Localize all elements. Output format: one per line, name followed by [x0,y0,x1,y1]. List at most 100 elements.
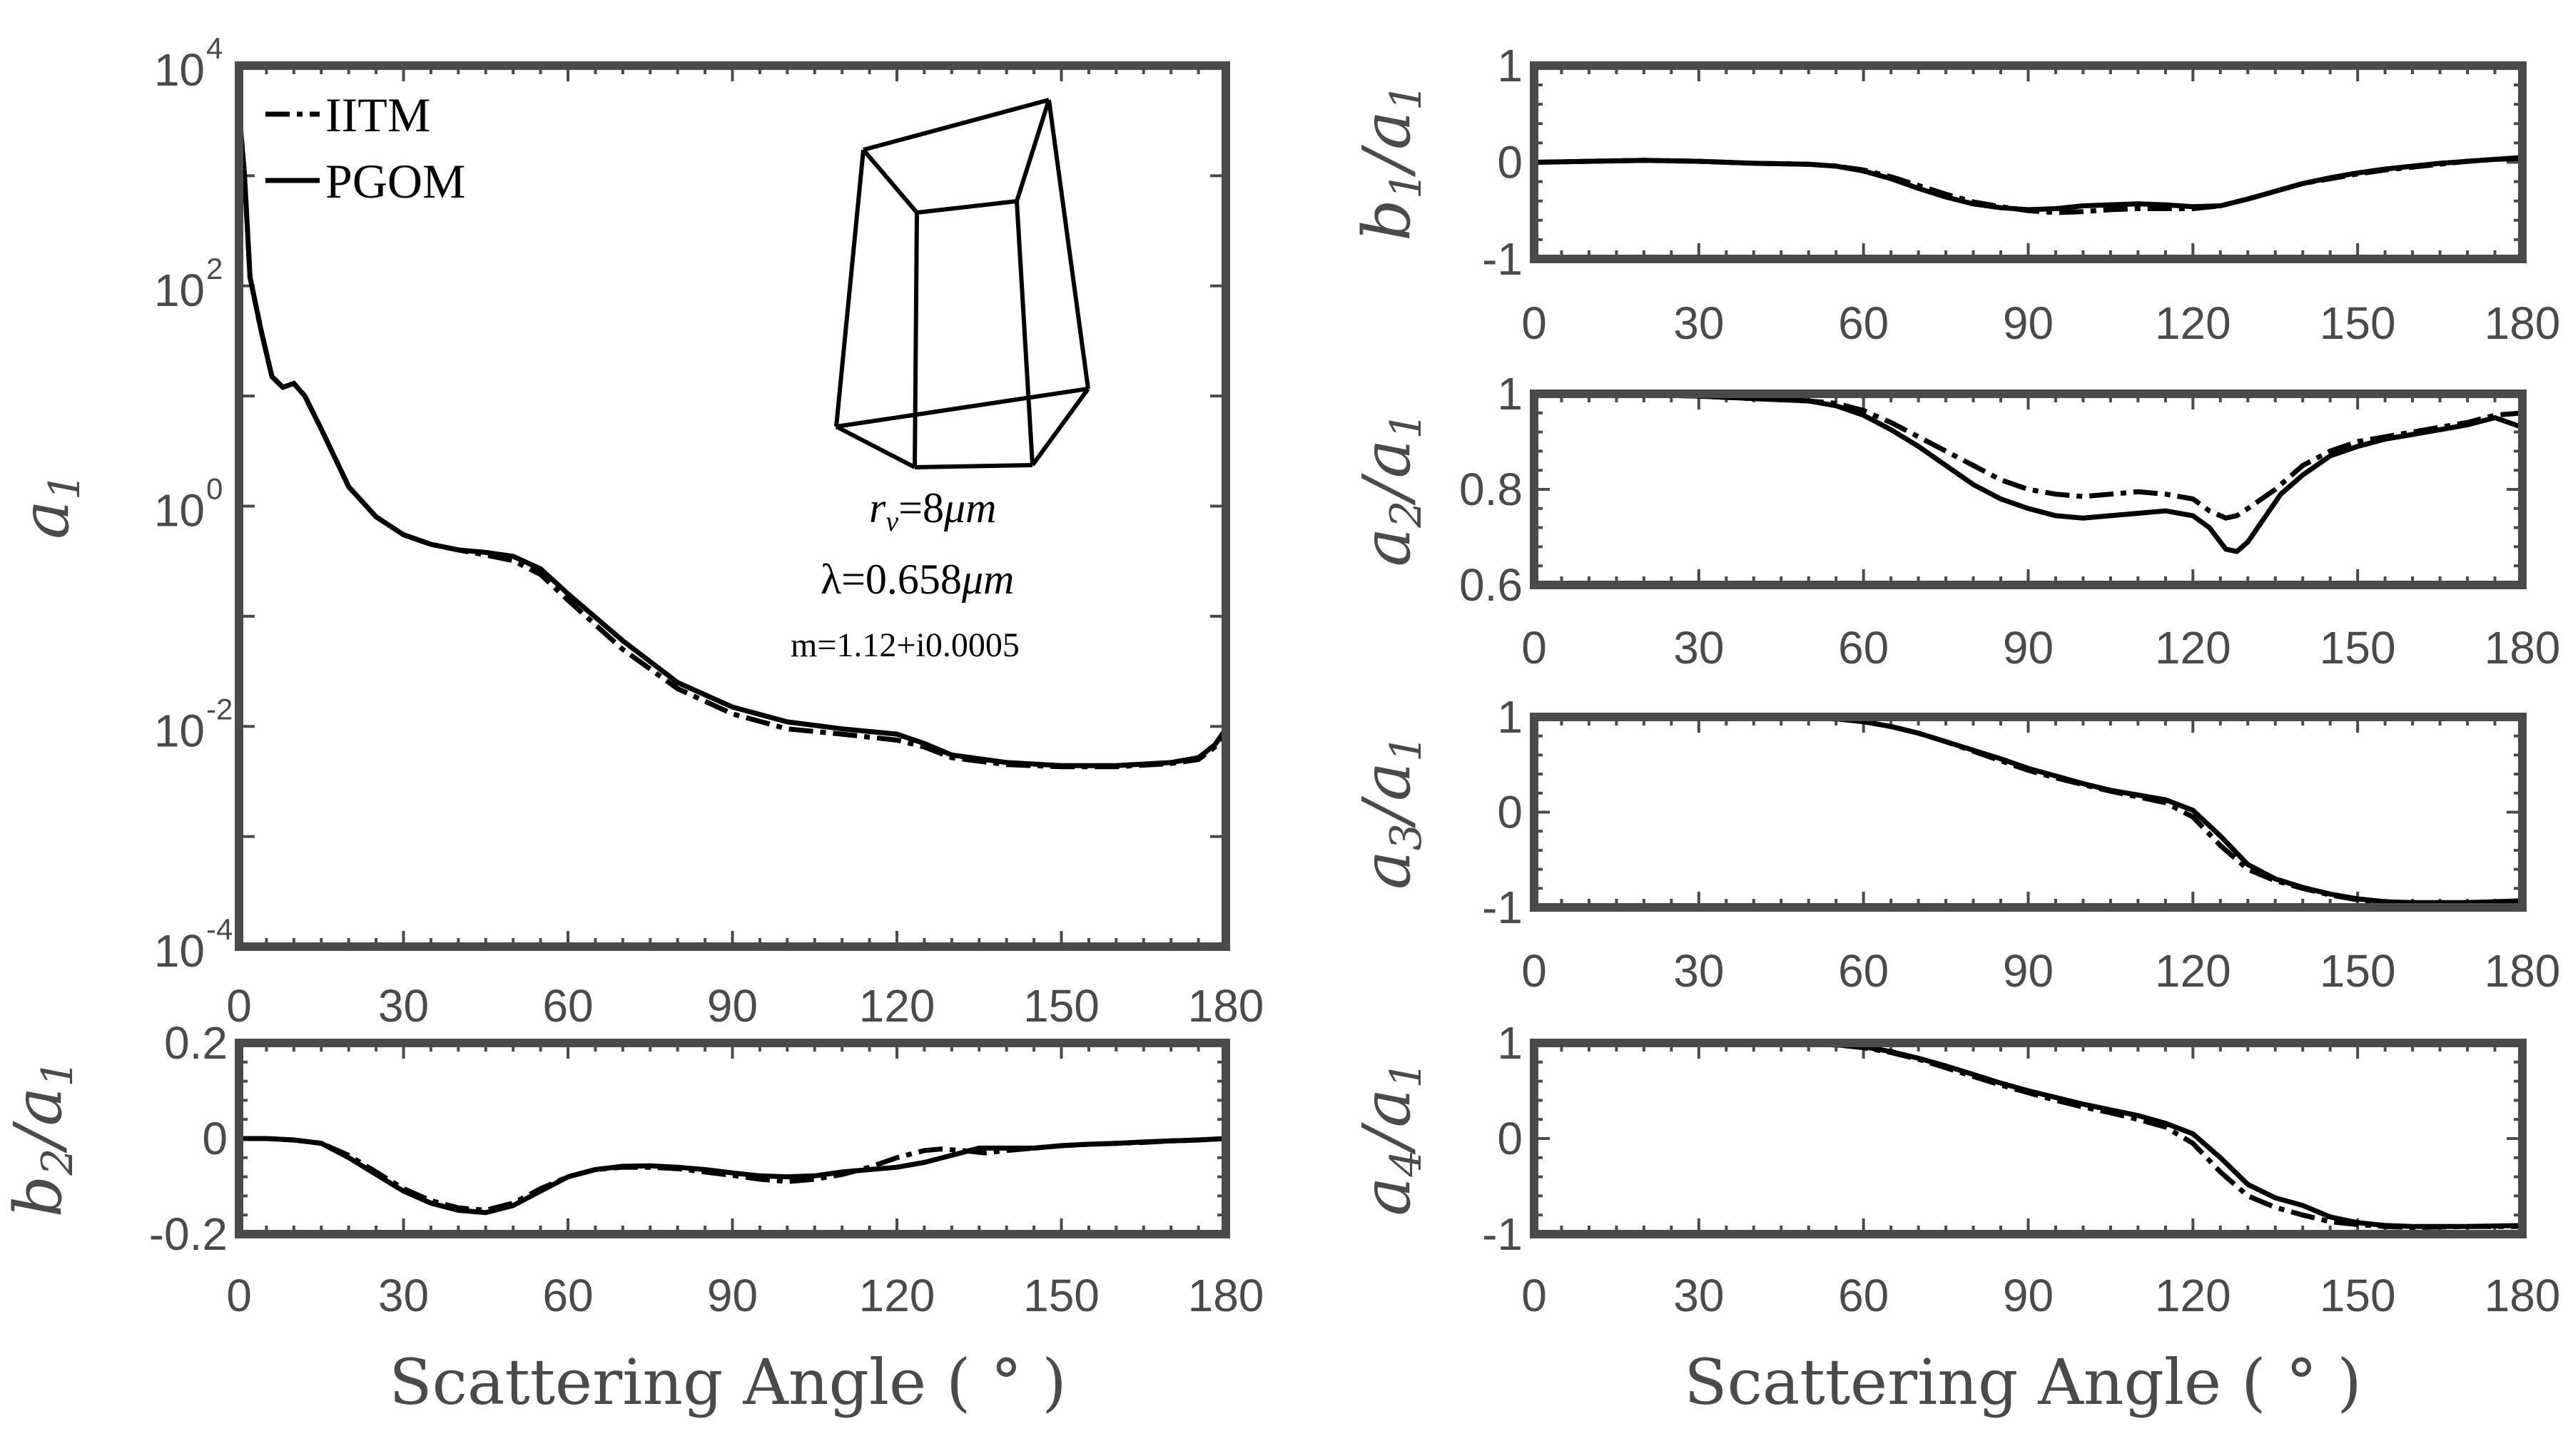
y-axis-label: a4/a1 [1349,1061,1431,1216]
x-tick-label: 90 [2003,1270,2054,1321]
x-tick-label: 30 [378,1270,429,1321]
x-tick-label: 60 [542,1270,593,1321]
series-line-iitm [1534,714,2523,907]
crystal-edge [835,424,916,469]
y-tick-label: 0.8 [1459,464,1523,515]
annotation-radius-symbol: r [869,484,886,531]
y-tick-label: 10 [154,925,205,977]
crystal-edge [916,199,1017,215]
crystal-edge [861,148,919,214]
x-tick-label: 90 [707,1270,758,1321]
crystal-edge [913,212,919,468]
y-axis-label-main: b [0,1176,76,1218]
plot-frame [1530,1039,2527,1238]
legend: IITM PGOM [265,88,466,208]
y-tick-label: 10 [154,485,205,536]
annotation-radius-subscript: v [885,505,898,537]
annotation-refractive-index: m=1.12+i0.0005 [791,626,1020,664]
y-axis-label: a2/a1 [1349,412,1431,566]
x-tick-label: 120 [2155,622,2231,673]
crystal-edge [914,463,1033,469]
x-tick-label: 0 [1521,945,1547,997]
annotation-wavelength-value: λ=0.658 [821,556,962,603]
y-axis-label-subscript: 3 [1381,823,1431,850]
plot-frame [1530,390,2527,589]
y-axis-label-main: a [1349,850,1425,890]
panel-b2: 0 30 60 90 120 150 180 0.2 0 -0.2 b2/a1 [0,1017,1264,1321]
y-tick-label: 0 [1497,137,1523,188]
x-tick-label: 120 [859,1270,935,1321]
y-axis-label: a1 [7,473,90,539]
x-axis-title-left: Scattering Angle ( ° ) [389,1345,1066,1419]
x-tick-label: 0 [1521,622,1547,673]
x-tick-label: 180 [1188,1270,1264,1321]
y-axis-label-subscript: 2 [1381,501,1431,529]
y-axis-label-subscript: 1 [1381,172,1431,199]
y-axis-label-main: a [1349,528,1425,567]
y-axis-label-slash: /a [1349,439,1425,506]
y-axis-label-main: a [7,500,83,539]
series-line-pgom [1534,714,2523,905]
x-tick-label: 60 [1838,297,1889,349]
crystal-edge [834,149,866,427]
x-tick-label: 90 [707,980,758,1032]
plot-frame [1530,713,2527,912]
y-tick-label: -1 [1482,882,1523,933]
y-tick-label: 0 [202,1113,228,1164]
y-tick-label: 10 [154,705,205,756]
x-tick-label: 120 [2155,297,2231,349]
series-line-iitm [1533,155,2523,215]
series-line-iitm [1534,391,2523,521]
y-tick-label: 1 [1497,40,1523,91]
x-tick-label: 60 [1838,1270,1889,1321]
x-tick-label: 30 [1673,297,1724,349]
y-tick-label: 1 [1497,368,1523,419]
y-tick-label-exponent: -2 [206,692,233,726]
y-axis-label-subscript-2: 1 [1381,1061,1431,1088]
y-tick-label: 0 [1497,1113,1523,1164]
x-tick-label: 180 [2485,1270,2561,1321]
y-axis-label-main: b [1349,199,1425,241]
crystal-edge [863,98,1050,152]
y-tick-label-exponent: 0 [206,472,223,506]
x-tick-label: 30 [378,980,429,1032]
y-tick-label: -1 [1482,1208,1523,1260]
y-axis-label-subscript-2: 1 [1381,83,1431,111]
x-tick-label: 180 [1188,980,1264,1032]
y-tick-label-exponent: -4 [206,912,233,946]
crystal-edge [1047,99,1090,390]
y-axis-label-subscript-2: 1 [1381,735,1431,762]
y-tick-label-exponent: 4 [206,31,223,65]
x-tick-label: 0 [1521,297,1547,349]
plot-frame [235,1039,1230,1238]
x-tick-label: 60 [1838,622,1889,673]
x-tick-label: 90 [2003,297,2054,349]
y-tick-label: 1 [1497,1017,1523,1069]
y-tick-label: -0.2 [149,1208,228,1260]
x-tick-label: 30 [1673,945,1724,997]
x-tick-label: 150 [1023,980,1100,1032]
series-line-pgom [1534,1040,2523,1229]
y-axis-label: b2/a1 [0,1059,83,1217]
x-tick-label: 90 [2003,945,2054,997]
y-tick-label-exponent: 2 [206,252,223,285]
annotation-radius-value: =8 [898,484,944,531]
x-tick-label: 180 [2485,945,2561,997]
x-tick-label: 150 [2320,297,2396,349]
y-axis-label-subscript: 2 [33,1148,83,1176]
x-tick-label: 60 [1838,945,1889,997]
series-line-iitm [1534,1040,2522,1231]
x-tick-label: 150 [2320,945,2396,997]
y-axis-label: a3/a1 [1349,735,1431,890]
y-axis-label: b1/a1 [1349,83,1431,241]
y-axis-label-main: a [1349,1177,1425,1216]
y-tick-label: 10 [154,44,205,96]
series-line-pgom [236,109,1228,768]
series-line-pgom [239,1136,1227,1216]
y-axis-label-subscript: 4 [1381,1150,1431,1178]
crystal-edge [1015,99,1051,202]
plot-frame [235,61,1230,951]
x-tick-label: 150 [2320,1270,2396,1321]
